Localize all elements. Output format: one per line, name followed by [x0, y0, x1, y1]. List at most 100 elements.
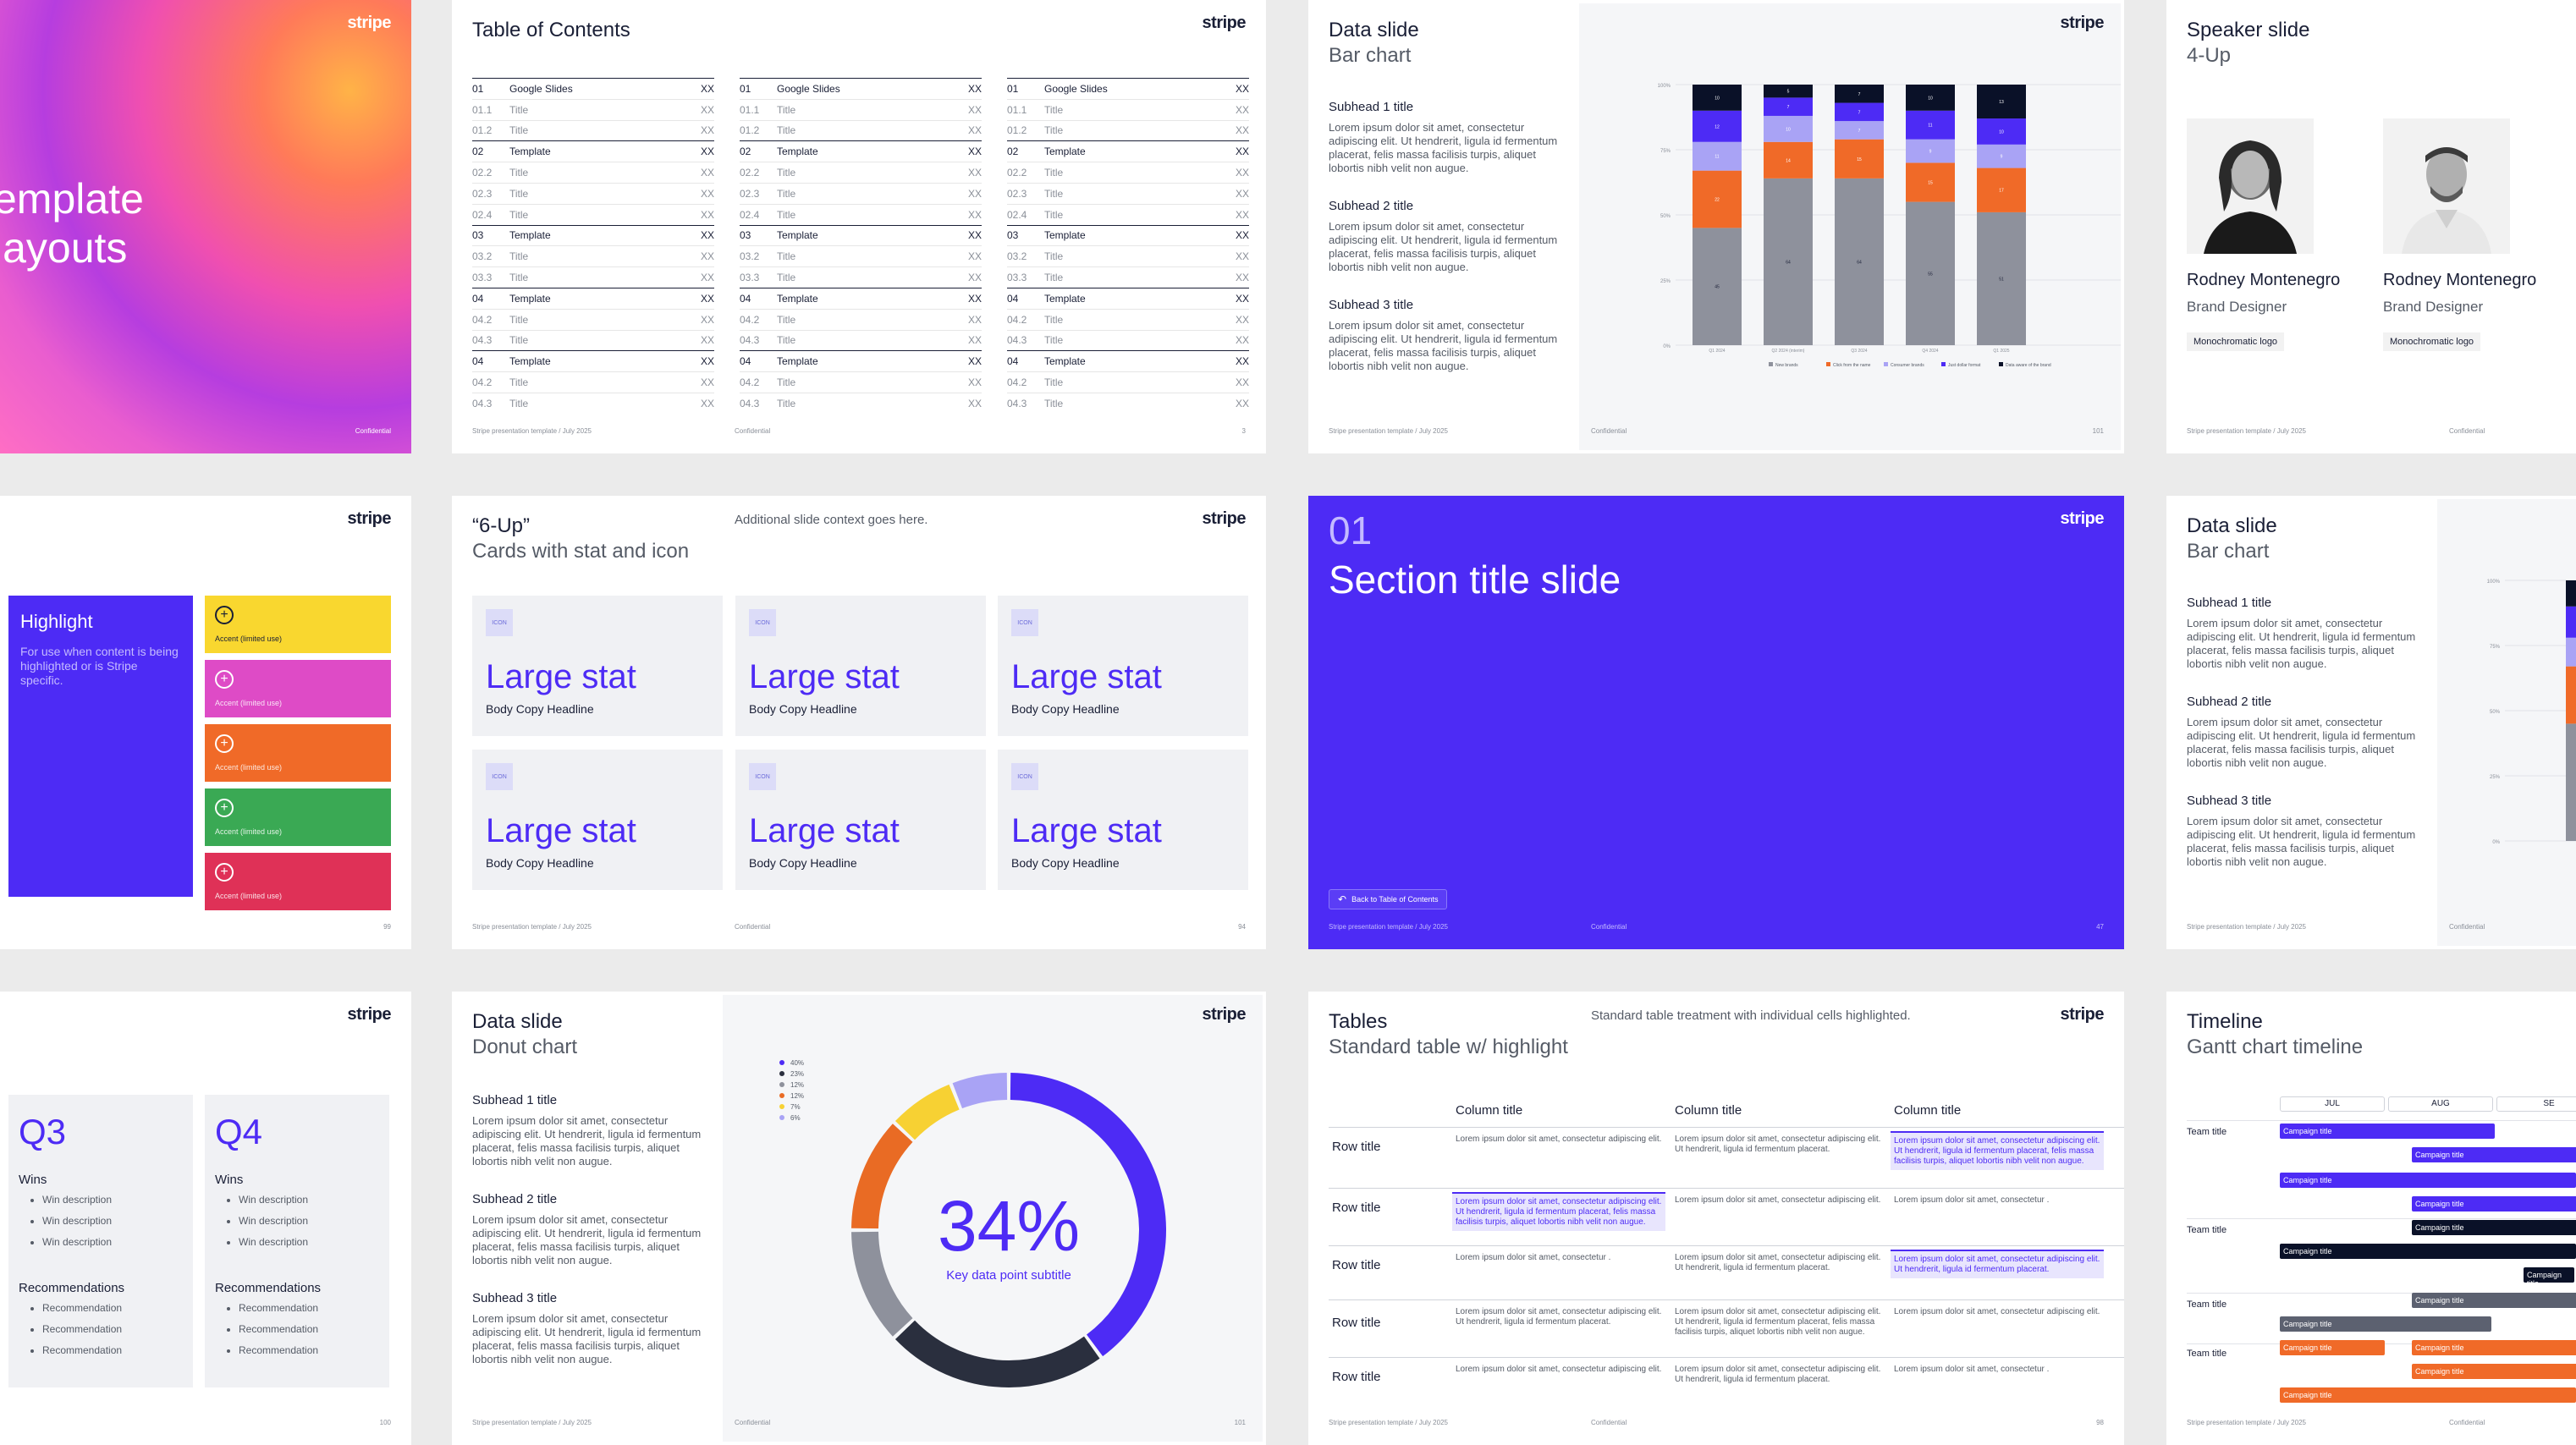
timeline-slide[interactable]: Timeline Gantt chart timeline JUL AUG SE Te… — [2166, 992, 2576, 1445]
toc-row[interactable]: 04 Template XX — [1007, 350, 1249, 371]
campaign-bar[interactable]: Campaign title — [2280, 1173, 2576, 1188]
toc-row[interactable]: 01.1 Title XX — [1007, 98, 1249, 120]
toc-row[interactable]: 03 Template XX — [472, 224, 714, 246]
back-to-toc-button[interactable]: ↶ Back to Table of Contents — [1329, 889, 1448, 909]
toc-row[interactable]: 04.3 Title XX — [472, 392, 714, 414]
chart-panel: 0% 25% 50% 75% 100% — [2437, 499, 2576, 946]
toc-row[interactable]: 01.2 Title XX — [740, 119, 982, 141]
toc-row[interactable]: 01 Google Slides XX — [472, 78, 714, 99]
toc-row[interactable]: 04.2 Title XX — [472, 371, 714, 393]
table-row[interactable]: Row title Lorem ipsum dolor sit amet, con… — [1329, 1127, 2124, 1184]
donut-slice — [851, 1231, 913, 1337]
toc-page: XX — [1235, 313, 1249, 326]
toc-number: 04.2 — [740, 376, 760, 389]
campaign-bar[interactable]: Campaign title — [2412, 1220, 2576, 1235]
toc-row[interactable]: 02.3 Title XX — [1007, 182, 1249, 204]
toc-row[interactable]: 04.3 Title XX — [740, 329, 982, 351]
toc-row[interactable]: 04 Template XX — [740, 350, 982, 371]
table-row[interactable]: Row title Lorem ipsum dolor sit amet, con… — [1329, 1188, 2124, 1245]
toc-number: 01.2 — [472, 124, 493, 137]
donut-slice — [894, 1084, 960, 1140]
toc-row[interactable]: 02.4 Title XX — [740, 203, 982, 225]
toc-page: XX — [1235, 208, 1249, 221]
toc-row[interactable]: 03.3 Title XX — [1007, 266, 1249, 288]
cover-slide[interactable]: stripe emplate layouts Confidential — [0, 0, 411, 453]
bar-data-label: 7 — [1858, 129, 1861, 134]
toc-row[interactable]: 02.2 Title XX — [740, 162, 982, 183]
plus-circle-icon: + — [215, 799, 234, 817]
toc-row[interactable]: 01.2 Title XX — [1007, 119, 1249, 141]
table-row[interactable]: Row title Lorem ipsum dolor sit amet, con… — [1329, 1357, 2124, 1415]
toc-row[interactable]: 04.2 Title XX — [1007, 308, 1249, 330]
campaign-bar[interactable]: Campaign title — [2412, 1364, 2576, 1379]
toc-row[interactable]: 03.2 Title XX — [1007, 245, 1249, 266]
toc-row[interactable]: 01.2 Title XX — [472, 119, 714, 141]
speaker-slide[interactable]: Speaker slide 4-Up Rodney Montenegro Bra… — [2166, 0, 2576, 453]
toc-row[interactable]: 03.2 Title XX — [740, 245, 982, 266]
toc-number: 02 — [740, 146, 751, 158]
toc-row[interactable]: 02 Template XX — [1007, 140, 1249, 162]
toc-row[interactable]: 03 Template XX — [740, 224, 982, 246]
toc-row[interactable]: 04.3 Title XX — [472, 329, 714, 351]
toc-row[interactable]: 04.2 Title XX — [472, 308, 714, 330]
toc-row[interactable]: 03.2 Title XX — [472, 245, 714, 266]
toc-row[interactable]: 04.2 Title XX — [1007, 371, 1249, 393]
toc-row[interactable]: 04 Template XX — [740, 287, 982, 309]
page-number: 98 — [2096, 1419, 2104, 1426]
campaign-bar[interactable]: Campaign title — [2280, 1340, 2385, 1355]
toc-row[interactable]: 02.3 Title XX — [740, 182, 982, 204]
toc-row[interactable]: 02.4 Title XX — [1007, 203, 1249, 225]
table-cell: Lorem ipsum dolor sit amet, consectetur … — [1456, 1135, 1662, 1144]
toc-row[interactable]: 03.3 Title XX — [472, 266, 714, 288]
toc-row[interactable]: 04 Template XX — [1007, 287, 1249, 309]
toc-row[interactable]: 03.3 Title XX — [740, 266, 982, 288]
toc-row[interactable]: 01 Google Slides XX — [740, 78, 982, 99]
toc-row[interactable]: 04.3 Title XX — [1007, 329, 1249, 351]
toc-row[interactable]: 04.2 Title XX — [740, 371, 982, 393]
toc-row[interactable]: 02.2 Title XX — [1007, 162, 1249, 183]
toc-row[interactable]: 04 Template XX — [472, 287, 714, 309]
bar-segment — [1906, 162, 1955, 202]
toc-row[interactable]: 01 Google Slides XX — [1007, 78, 1249, 99]
toc-row[interactable]: 02.3 Title XX — [472, 182, 714, 204]
accent-label: Accent (limited use) — [215, 699, 283, 707]
toc-slide[interactable]: Table of Contents stripe 01 Google Slides… — [452, 0, 1266, 453]
toc-row[interactable]: 03 Template XX — [1007, 224, 1249, 246]
campaign-bar[interactable]: Campaign title — [2280, 1387, 2576, 1403]
section-title-slide[interactable]: 01 Section title slide stripe ↶ Back to … — [1308, 496, 2124, 949]
highlight-slide[interactable]: stripe Highlight For use when content is… — [0, 496, 411, 949]
legend-label: 6% — [790, 1114, 801, 1122]
legend-swatch — [779, 1115, 784, 1120]
toc-row[interactable]: 04.2 Title XX — [740, 308, 982, 330]
campaign-bar[interactable]: Campaign title — [2412, 1196, 2576, 1211]
toc-row[interactable]: 02.4 Title XX — [472, 203, 714, 225]
toc-row[interactable]: 01.1 Title XX — [472, 98, 714, 120]
six-up-slide[interactable]: “6-Up” Cards with stat and icon Addition… — [452, 496, 1266, 949]
bar-chart-slide-2[interactable]: Data slide Bar chart Subhead 1 title Lor… — [2166, 496, 2576, 949]
donut-chart-slide[interactable]: Data slide Donut chart Subhead 1 title L… — [452, 992, 1266, 1445]
campaign-bar[interactable]: Campaign title — [2412, 1293, 2576, 1308]
bar-chart-slide[interactable]: Data slide Bar chart Subhead 1 title Lor… — [1308, 0, 2124, 453]
campaign-bar[interactable]: Campaign title — [2412, 1340, 2576, 1355]
toc-row[interactable]: 01.1 Title XX — [740, 98, 982, 120]
campaign-bar[interactable]: Campaign title — [2280, 1124, 2495, 1139]
campaign-bar[interactable]: Campaign title — [2524, 1267, 2574, 1288]
toc-page: XX — [700, 250, 714, 263]
toc-row[interactable]: 02 Template XX — [472, 140, 714, 162]
toc-row[interactable]: 04.3 Title XX — [1007, 392, 1249, 414]
campaign-bar[interactable]: Campaign title — [2280, 1316, 2491, 1332]
toc-label: Template — [777, 229, 818, 242]
campaign-bar[interactable]: Campaign title — [2280, 1244, 2576, 1259]
toc-row[interactable]: 02.2 Title XX — [472, 162, 714, 183]
tables-slide[interactable]: Tables Standard table w/ highlight Stand… — [1308, 992, 2124, 1445]
table-cell: Lorem ipsum dolor sit amet, consectetur … — [1675, 1365, 1881, 1384]
quarters-slide[interactable]: stripe Q3WinsWin descriptionWin descript… — [0, 992, 411, 1445]
toc-row[interactable]: 04 Template XX — [472, 350, 714, 371]
toc-row[interactable]: 04.3 Title XX — [740, 392, 982, 414]
toc-label: Title — [777, 313, 796, 326]
toc-row[interactable]: 02 Template XX — [740, 140, 982, 162]
table-row[interactable]: Row title Lorem ipsum dolor sit amet, con… — [1329, 1299, 2124, 1357]
table-row[interactable]: Row title Lorem ipsum dolor sit amet, con… — [1329, 1245, 2124, 1303]
bar-segment — [1693, 110, 1742, 142]
campaign-bar[interactable]: Campaign title — [2412, 1147, 2576, 1162]
